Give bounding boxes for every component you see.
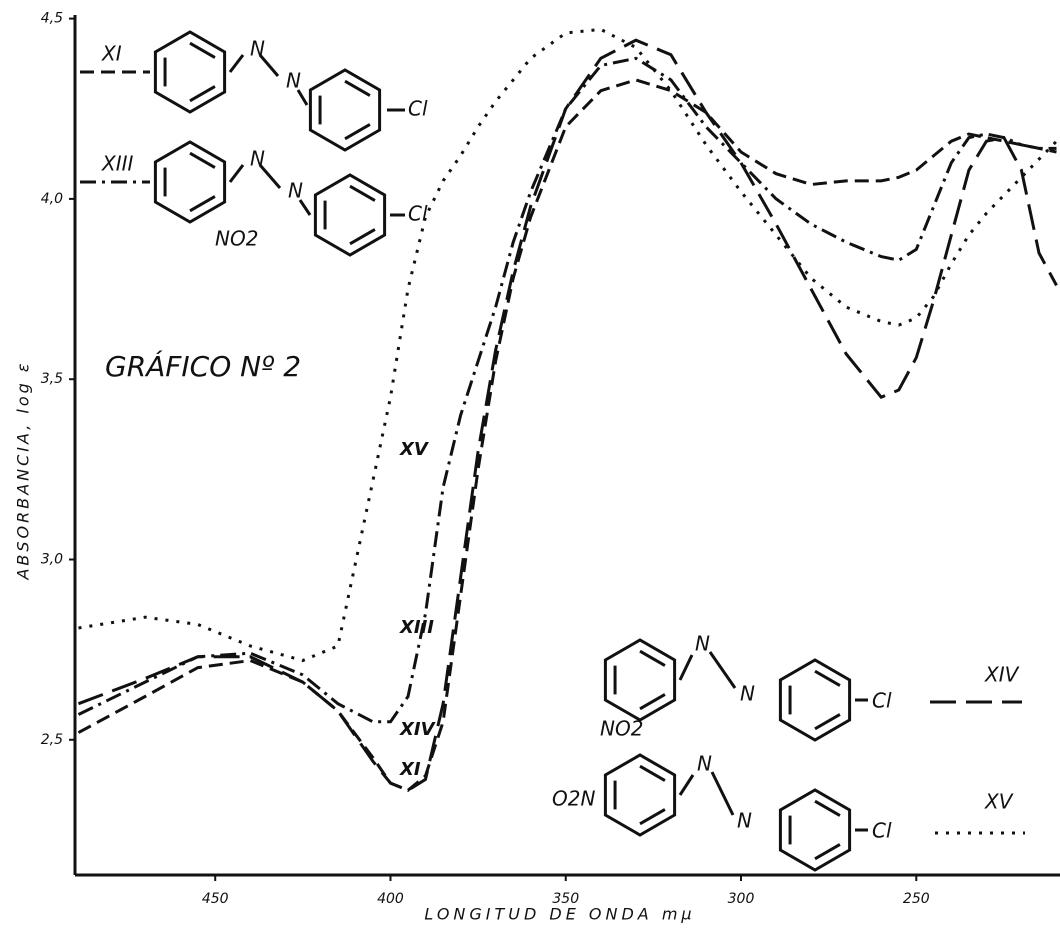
structure: XI N N Cl [80, 37, 428, 121]
bond [678, 654, 694, 681]
curve-label: XI [399, 759, 421, 780]
ring [308, 68, 382, 152]
x-axis-label: LONGITUD DE ONDA mμ [424, 905, 695, 924]
bond [710, 771, 735, 816]
series-line [77, 38, 1058, 792]
x-tick-label: 300 [728, 891, 755, 907]
atom-label: Cl [872, 689, 892, 713]
ring-bond [349, 228, 376, 246]
bond [258, 54, 280, 77]
legend-label: XIV [984, 663, 1020, 687]
x-tick-label: 400 [377, 891, 404, 907]
bond [298, 199, 312, 216]
chart-annotation: GRÁFICO Nº 2 [105, 349, 301, 383]
bond [678, 774, 695, 796]
ring [778, 658, 852, 742]
atom-label: Cl [872, 819, 892, 843]
ring-bond [189, 195, 216, 213]
structure: XIII N N NO2 Cl [80, 147, 428, 251]
ring [153, 30, 227, 114]
y-tick-label: 2,5 [41, 732, 63, 748]
ring-bond [814, 713, 841, 731]
ring-bond [639, 693, 666, 711]
ring [313, 173, 387, 257]
ring [603, 753, 677, 837]
bond [228, 54, 245, 73]
ring-bond [189, 85, 216, 103]
bond [228, 164, 245, 183]
atom-label: NO2 [215, 227, 258, 251]
structure: O2N N N Cl XV [552, 752, 1025, 843]
y-tick-label: 3,0 [41, 551, 63, 567]
series-line [78, 27, 1058, 663]
ring-bond [814, 799, 841, 817]
bond [258, 164, 282, 189]
x-tick-label: 350 [552, 891, 579, 907]
ring-bond [639, 764, 666, 782]
atom-label: N [697, 752, 712, 776]
legend-label: XIII [101, 152, 133, 176]
atom-label: N [286, 69, 301, 93]
ring-bond [639, 649, 666, 667]
bond [708, 651, 737, 689]
y-tick-label: 4,0 [41, 191, 63, 207]
ring-bond [344, 123, 371, 141]
bond [296, 89, 309, 106]
atom-label: Cl [408, 202, 428, 226]
x-tick-label: 250 [903, 891, 930, 907]
ring-bond [814, 669, 841, 687]
y-tick-label: 3,5 [41, 371, 63, 387]
ring [603, 638, 677, 722]
atom-label: Cl [408, 97, 428, 121]
curve-label: XIII [399, 617, 434, 638]
y-tick-label: 4,5 [41, 11, 63, 27]
ring-bond [344, 79, 371, 97]
x-tick-label: 450 [202, 891, 229, 907]
structure: N N NO2 Cl XIV [600, 632, 1022, 741]
atom-label: N [695, 632, 710, 656]
ring-bond [639, 808, 666, 826]
atom-label: O2N [552, 787, 595, 811]
legend-label: XV [984, 790, 1014, 814]
series-line [77, 56, 1057, 724]
ring-bond [349, 184, 376, 202]
ring [153, 140, 227, 224]
atom-label: N [737, 809, 752, 833]
curve-label: XV [399, 439, 430, 460]
curve-label: XIV [399, 719, 437, 740]
y-axis-label: ABSORBANCIA, log ε [14, 360, 33, 580]
ring-bond [814, 843, 841, 861]
ring-bond [189, 151, 216, 169]
atom-label: N [288, 179, 303, 203]
atom-label: N [740, 682, 755, 706]
atom-label: NO2 [600, 717, 643, 741]
legend-label: XI [101, 42, 122, 66]
ring [778, 788, 852, 872]
ring-bond [189, 41, 216, 59]
series-line [77, 78, 1057, 793]
